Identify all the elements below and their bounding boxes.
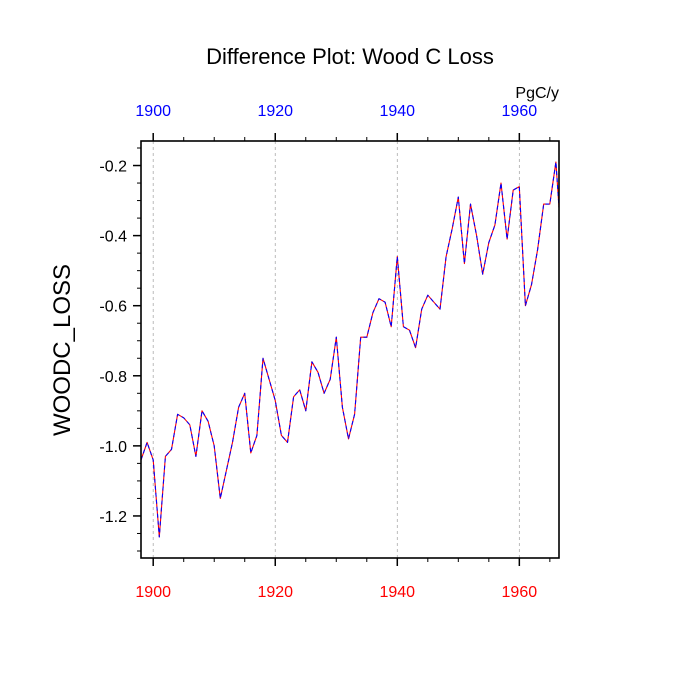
y-tick-label: -0.4 [99, 229, 127, 246]
x-tick-label-top: 1960 [502, 103, 538, 120]
chart-title: Difference Plot: Wood C Loss [206, 44, 494, 69]
y-tick-label: -0.6 [99, 299, 127, 316]
y-tick-label: -0.8 [99, 369, 127, 386]
x-tick-label-bottom: 1960 [502, 584, 538, 601]
y-tick-label: -0.2 [99, 159, 127, 176]
x-tick-label-top: 1920 [257, 103, 293, 120]
data-series [140, 161, 560, 538]
units-label: PgC/y [515, 85, 559, 102]
tick-labels: 1900 1900 1920 1920 1940 1940 1960 1960 -0.2 -0.4… [99, 103, 537, 601]
x-tick-label-bottom: 1900 [135, 584, 171, 601]
x-tick-label-bottom: 1940 [379, 584, 415, 601]
axis-ticks [133, 133, 551, 566]
x-tick-label-top: 1940 [379, 103, 415, 120]
x-tick-label-bottom: 1920 [257, 584, 293, 601]
y-tick-label: -1.2 [99, 509, 127, 526]
x-gridlines [152, 141, 520, 558]
series-line-dashed [140, 161, 560, 538]
plot-frame [140, 140, 560, 559]
y-tick-label: -1.0 [99, 439, 127, 456]
series-line-solid [140, 161, 560, 538]
y-axis-label: WOODC_LOSS [49, 264, 76, 436]
x-tick-label-top: 1900 [135, 103, 171, 120]
